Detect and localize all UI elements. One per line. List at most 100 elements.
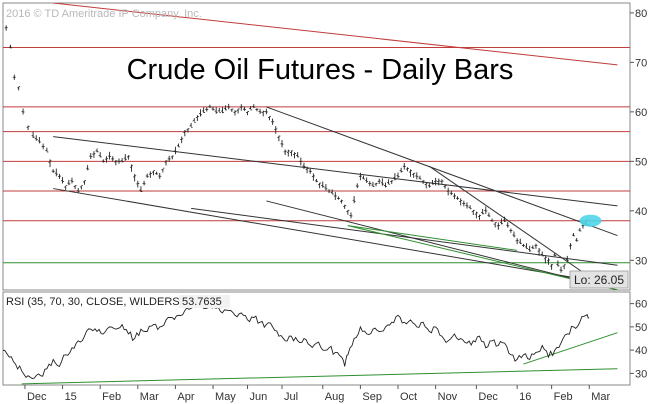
price-bar — [362, 175, 366, 180]
price-bar — [449, 190, 453, 196]
price-bar — [217, 107, 221, 113]
price-bar — [246, 111, 250, 116]
price-bar — [233, 110, 237, 116]
trendline-0 — [53, 3, 618, 66]
price-bar — [283, 149, 287, 156]
price-bar — [286, 149, 290, 157]
price-bar — [305, 166, 309, 174]
price-bar — [440, 179, 444, 184]
price-bar — [12, 74, 16, 80]
price-ytick-label-1: 40 — [635, 206, 647, 218]
price-bar — [145, 173, 149, 178]
price-bar — [484, 206, 488, 214]
price-bar — [104, 156, 108, 163]
price-bar — [568, 243, 572, 250]
price-bar — [117, 158, 121, 164]
price-series — [4, 25, 602, 273]
price-bar — [224, 105, 228, 111]
price-bar — [17, 86, 21, 91]
rsi-panel-lines — [21, 332, 618, 385]
price-bar — [249, 105, 253, 111]
price-bar — [114, 160, 118, 166]
price-bar — [31, 131, 35, 139]
price-bar — [368, 181, 372, 187]
price-bar — [158, 172, 162, 179]
price-bar — [192, 118, 196, 123]
price-bar — [136, 180, 140, 188]
price-bar — [189, 122, 193, 128]
price-bar — [252, 104, 256, 109]
price-ytick-label-3: 60 — [635, 107, 647, 119]
xtick-label-9: Sep — [362, 391, 382, 403]
price-bar — [546, 257, 550, 265]
price-bar — [264, 108, 268, 115]
price-ytick-label-0: 30 — [635, 255, 647, 267]
price-bar — [227, 103, 231, 110]
price-bar — [324, 184, 328, 191]
trendline-2 — [53, 188, 618, 286]
price-bar — [471, 209, 475, 215]
price-bar — [180, 136, 184, 144]
price-bar — [349, 212, 353, 219]
price-bar — [220, 107, 224, 114]
price-bar — [205, 107, 209, 112]
price-bar — [151, 170, 155, 176]
price-bar — [177, 143, 181, 148]
price-bar — [98, 152, 102, 158]
price-bar — [315, 178, 318, 183]
price-bar — [170, 155, 174, 160]
price-bar — [120, 158, 124, 163]
price-bar — [374, 182, 378, 187]
price-bar — [64, 185, 68, 190]
breakout-highlight — [579, 214, 602, 227]
price-bar — [308, 168, 312, 174]
price-bar — [572, 233, 576, 237]
price-bar — [164, 160, 168, 166]
price-bar — [399, 167, 403, 173]
price-bar — [434, 177, 438, 186]
rsi-series — [3, 303, 590, 380]
price-bar — [83, 180, 87, 185]
price-bar — [493, 222, 497, 228]
price-bar — [474, 211, 478, 219]
price-bar — [318, 182, 322, 189]
price-bar — [468, 205, 472, 210]
rsi-label: RSI (35, 70, 30, CLOSE, WILDERS) — [6, 296, 183, 308]
xtick-label-1: 15 — [65, 391, 77, 403]
price-bar — [239, 104, 243, 111]
price-bar — [390, 180, 394, 184]
xtick-label-13: 16 — [519, 391, 531, 403]
price-bar — [478, 214, 482, 220]
price-bar — [330, 189, 334, 195]
xtick-label-3: Mar — [140, 391, 159, 403]
price-bar — [95, 148, 99, 153]
price-bar — [142, 180, 146, 186]
price-bar — [21, 108, 25, 115]
price-bar — [4, 25, 8, 31]
price-bar — [57, 173, 61, 179]
price-bar — [230, 108, 234, 112]
price-bar — [311, 173, 315, 181]
price-bar — [37, 137, 41, 144]
price-bar — [67, 179, 71, 186]
trendline-3 — [266, 106, 618, 237]
price-bar — [202, 107, 206, 113]
price-bar — [402, 162, 406, 170]
price-bar — [380, 178, 384, 186]
price-bar — [255, 108, 259, 112]
price-bar — [346, 209, 350, 215]
price-ytick-label-4: 70 — [635, 57, 647, 69]
price-bar — [562, 264, 566, 270]
price-bar — [277, 135, 281, 142]
price-bar — [405, 167, 409, 172]
price-bar — [437, 178, 441, 186]
price-bar — [421, 180, 425, 184]
price-bar — [302, 162, 306, 169]
trendline-8 — [347, 225, 518, 251]
price-bar — [293, 152, 297, 159]
price-bar — [556, 260, 560, 267]
price-bar — [343, 204, 347, 209]
price-bar — [496, 222, 500, 230]
xtick-label-4: Apr — [177, 391, 194, 403]
price-bar — [111, 156, 115, 162]
